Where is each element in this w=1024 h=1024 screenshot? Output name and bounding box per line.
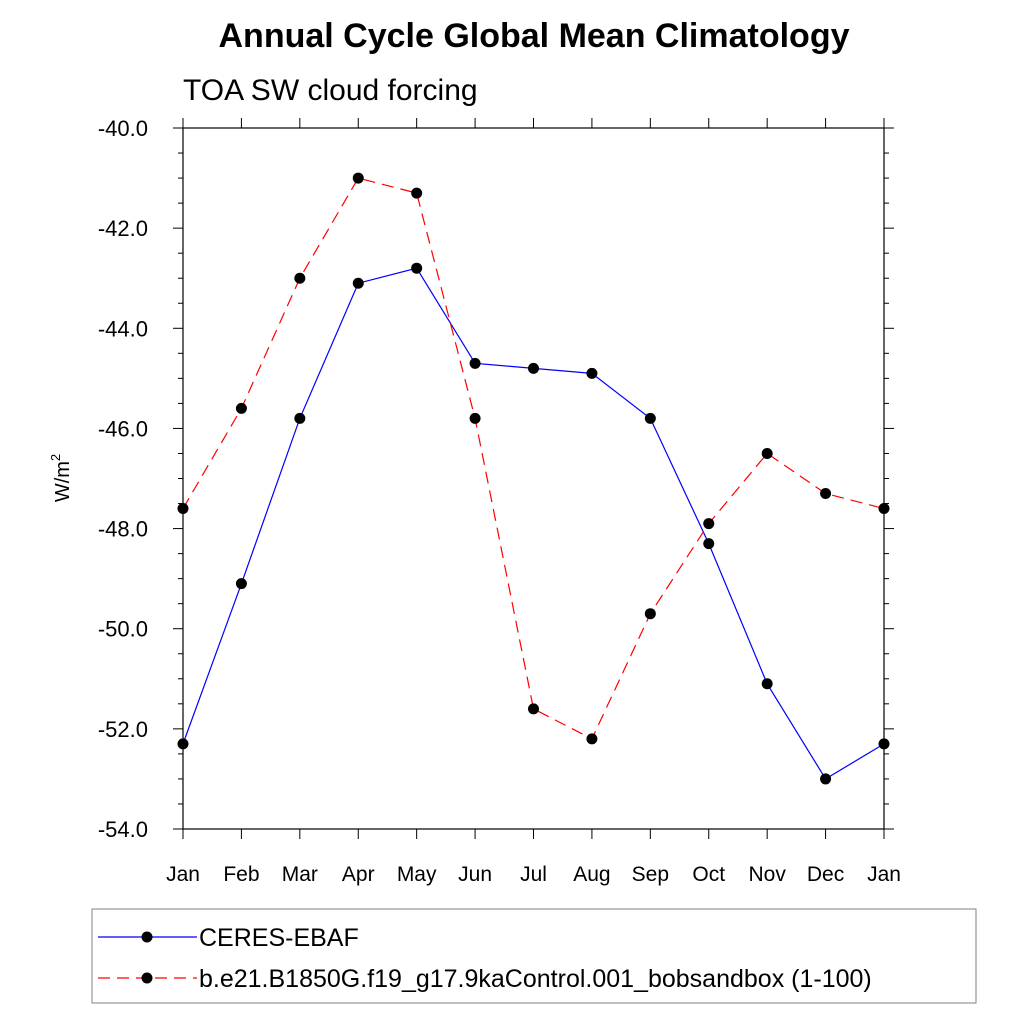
plot-frame xyxy=(182,127,885,830)
series-2-point xyxy=(235,402,247,414)
chart-title: Annual Cycle Global Mean Climatology xyxy=(219,17,850,55)
series-1-point xyxy=(586,367,598,379)
series-2-point xyxy=(177,503,189,515)
x-tick-label: Feb xyxy=(223,863,259,886)
y-axis-label-unit: W/m xyxy=(52,461,74,502)
legend-box xyxy=(91,908,977,1004)
legend-marker-2 xyxy=(141,972,153,984)
series-2-point xyxy=(878,503,890,515)
x-tick-label: Jul xyxy=(520,863,547,886)
y-tick-label: -42.0 xyxy=(98,216,148,241)
series-layer xyxy=(177,172,890,785)
x-tick-label: Apr xyxy=(342,863,375,886)
x-tick-label: Mar xyxy=(282,863,318,886)
series-2-point xyxy=(820,488,832,500)
series-2-point xyxy=(528,703,539,715)
series-line-1 xyxy=(182,267,885,780)
y-tick-label: -52.0 xyxy=(98,717,148,742)
y-tick-label: -46.0 xyxy=(98,416,148,441)
series-2-point xyxy=(703,518,715,530)
legend-marker-1 xyxy=(141,931,153,943)
legend-label-2: b.e21.B1850G.f19_g17.9kaControl.001_bobs… xyxy=(199,965,872,993)
series-2-point xyxy=(644,608,656,620)
series-1-point xyxy=(761,678,773,690)
series-1-point xyxy=(411,262,423,274)
series-1-point xyxy=(644,412,656,424)
series-1-point xyxy=(235,578,247,590)
series-line-2 xyxy=(182,177,885,740)
y-tick-label: -40.0 xyxy=(98,116,148,141)
y-axis-label: W/m2 xyxy=(48,454,74,502)
series-2-point xyxy=(411,187,423,199)
y-tick-label: -44.0 xyxy=(98,316,148,341)
series-2-point xyxy=(469,412,481,424)
series-2-point xyxy=(294,272,306,284)
series-1-point xyxy=(294,412,306,424)
legend: CERES-EBAF b.e21.B1850G.f19_g17.9kaContro… xyxy=(91,908,977,1004)
x-tick-label: May xyxy=(397,863,437,886)
series-1-point xyxy=(703,538,715,550)
series-2-point xyxy=(761,447,773,459)
legend-items: CERES-EBAF b.e21.B1850G.f19_g17.9kaContro… xyxy=(98,924,872,993)
plot-border xyxy=(182,127,885,830)
series-2-point xyxy=(586,733,598,745)
chart-subtitle: TOA SW cloud forcing xyxy=(183,74,478,107)
x-tick-label: Dec xyxy=(807,863,844,886)
x-tick-label: Jan xyxy=(867,863,901,886)
series-1-point xyxy=(352,277,364,289)
series-1-point xyxy=(820,773,832,785)
x-tick-label: Jan xyxy=(166,863,200,886)
series-2-point xyxy=(352,172,364,184)
x-tick-label: Oct xyxy=(692,863,725,886)
x-axis: Jan Feb Mar Apr May Jun Jul Aug Sep Oct Nov Dec Jan xyxy=(166,118,901,886)
x-tick-label: Aug xyxy=(573,863,610,886)
series-1-point xyxy=(469,357,481,369)
y-tick-label: -54.0 xyxy=(98,817,148,842)
series-1-point xyxy=(177,738,189,750)
x-tick-label: Sep xyxy=(632,863,669,886)
y-axis-label-superscript: 2 xyxy=(48,454,63,461)
legend-label-1: CERES-EBAF xyxy=(199,924,359,952)
y-tick-label: -48.0 xyxy=(98,517,148,542)
x-tick-label: Jun xyxy=(458,863,492,886)
y-axis: -40.0 -42.0 -44.0 -46.0 -48.0 -50.0 -52.0 -54.0 xyxy=(98,116,894,842)
x-tick-label: Nov xyxy=(748,863,786,886)
series-1-point xyxy=(878,738,890,750)
y-tick-label: -50.0 xyxy=(98,617,148,642)
series-1-point xyxy=(528,362,539,374)
